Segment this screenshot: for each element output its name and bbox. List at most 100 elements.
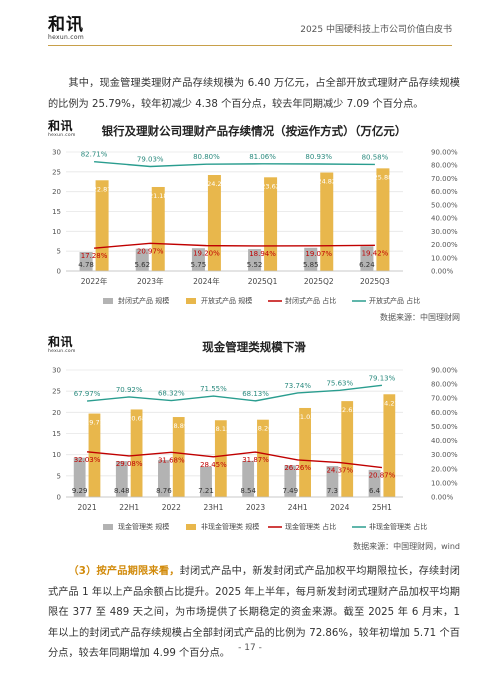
chart-logo-domain: hexun.com (48, 349, 76, 354)
bar-1-gold-2 (172, 417, 185, 497)
bar-value-label: 24.82 (317, 178, 336, 186)
y2-tick-label: 70.00% (431, 175, 458, 183)
y2-tick-label: 0.00% (431, 268, 454, 276)
x-tick-label: 24H1 (288, 503, 308, 512)
line-value-label: 73.74% (284, 382, 311, 390)
series-line-1-1 (86, 384, 383, 402)
bar-value-label: 23.62 (261, 182, 280, 190)
bar-value-label: 6.4 (369, 487, 381, 495)
bar-1-gray-7 (368, 469, 381, 497)
bar-1-gray-1 (115, 461, 128, 497)
x-tick-label: 22H1 (119, 503, 139, 512)
chart-title: 现金管理类规模下滑 (202, 340, 306, 354)
y2-tick-label: 20.00% (431, 241, 458, 249)
bar-value-label: 8.48 (114, 487, 130, 495)
x-tick-label: 2023 (246, 503, 265, 512)
line-value-label: 75.63% (326, 379, 353, 387)
bar-1-gray-4 (242, 460, 255, 497)
line-value-label: 32.03% (74, 456, 101, 464)
line-value-label: 20.87% (369, 472, 396, 480)
bar-value-label: 5.85 (303, 261, 319, 269)
chart-logo-text: 和讯 (48, 119, 74, 133)
y2-tick-label: 60.00% (431, 188, 458, 196)
legend-label: 现金管理类 规模 (118, 522, 169, 531)
y-tick-label: 25 (52, 388, 61, 396)
line-value-label: 19.42% (362, 249, 389, 257)
y2-tick-label: 30.00% (431, 228, 458, 236)
bar-1-gray-6 (326, 466, 339, 497)
legend-label: 现金管理类 占比 (285, 522, 336, 531)
bar-value-label: 7.3 (327, 487, 338, 495)
bar-value-label: 25.88 (374, 173, 393, 181)
bar-value-label: 8.76 (156, 487, 172, 495)
y-tick-label: 20 (52, 188, 61, 196)
y2-tick-label: 50.00% (431, 201, 458, 209)
x-tick-label: 2022年 (81, 276, 108, 286)
chart-logo: 和讯 hexun.com (48, 336, 76, 355)
y2-tick-label: 80.00% (431, 162, 458, 170)
x-tick-label: 2025Q2 (304, 277, 334, 286)
y2-tick-label: 10.00% (431, 254, 458, 262)
bar-1-gray-3 (200, 466, 212, 497)
bar-0-gray-2 (191, 248, 205, 271)
chart-svg: 0 5 10 15 20 25 30 0.00% 10.00% 20.00% 30.00% 40.00… (52, 149, 458, 306)
bar-1-gray-2 (158, 459, 170, 497)
line-value-label: 31.87% (242, 456, 269, 464)
line-value-label: 29.08% (116, 460, 143, 468)
bar-0-gray-0 (79, 252, 93, 271)
y2-tick-label: 30.00% (431, 451, 458, 459)
x-tick-label: 2024年 (193, 276, 220, 286)
bar-value-label: 18.26 (254, 425, 273, 433)
legend-label: 开放式产品 占比 (369, 296, 420, 305)
y-tick-label: 5 (57, 472, 61, 480)
line-value-label: 68.13% (242, 390, 269, 398)
legend-label: 封闭式产品 占比 (285, 296, 336, 305)
line-value-label: 19.07% (305, 250, 332, 258)
bar-1-gold-7 (383, 394, 396, 497)
bar-0-gray-3 (248, 249, 262, 271)
line-value-label: 70.92% (116, 386, 143, 394)
bar-value-label: 24.27 (380, 399, 399, 407)
bar-value-label: 18.89 (169, 422, 188, 430)
line-value-label: 24.37% (326, 467, 353, 475)
x-tick-label: 23H1 (203, 503, 223, 512)
line-value-label: 28.45% (200, 461, 227, 469)
y-tick-label: 30 (52, 149, 61, 157)
series-line-0-0 (94, 242, 375, 249)
line-value-label: 19.20% (193, 250, 220, 258)
x-tick-label: 2025Q1 (248, 277, 278, 286)
bar-value-label: 19.71 (85, 419, 104, 427)
bar-0-gray-4 (304, 247, 318, 271)
y-tick-label: 5 (57, 248, 61, 256)
y-tick-label: 10 (52, 451, 61, 459)
line-value-label: 71.55% (200, 385, 227, 393)
bar-value-label: 22.87 (93, 185, 112, 193)
chart-logo: 和讯 hexun.com (48, 119, 76, 139)
bar-value-label: 24.2 (207, 180, 221, 188)
y-tick-label: 20 (52, 409, 61, 417)
y-tick-label: 10 (52, 228, 61, 236)
paragraph-cash-management: 其中，现金管理类理财产品存续规模为 6.40 万亿元，占全部开放式理财产品存续规… (48, 78, 460, 110)
line-value-label: 82.71% (81, 151, 108, 159)
legend-label: 封闭式产品 规模 (118, 296, 169, 305)
line-value-label: 20.97% (137, 247, 164, 255)
bar-1-gray-0 (73, 457, 86, 497)
data-source: 数据来源：中国理财网，wind (353, 542, 460, 551)
y-tick-label: 0 (57, 268, 61, 276)
x-tick-label: 2022 (162, 503, 181, 512)
y2-tick-label: 50.00% (431, 423, 458, 431)
bar-1-gold-1 (130, 409, 143, 497)
y2-tick-label: 10.00% (431, 479, 458, 487)
chart-cash-management: 和讯 hexun.com 现金管理类规模下滑 0 5 10 15 20 25 30 0.00%… (48, 336, 460, 554)
y2-tick-label: 40.00% (431, 437, 458, 445)
bar-1-gold-4 (257, 419, 269, 497)
y2-tick-label: 90.00% (431, 149, 458, 157)
bar-1-gold-5 (299, 407, 311, 497)
series-line-0-1 (94, 160, 375, 168)
bar-value-label: 5.52 (247, 261, 263, 269)
y2-tick-label: 70.00% (431, 395, 458, 403)
report-title: 2025 中国硬科技上市公司价值白皮书 (300, 25, 452, 35)
legend-swatch (186, 524, 196, 530)
paragraph-product-term: （3）按产品期限来看，封闭式产品中，新发封闭式产品加权平均期限拉长，存续封闭式产… (48, 562, 460, 665)
bar-value-label: 20.68 (127, 414, 146, 422)
